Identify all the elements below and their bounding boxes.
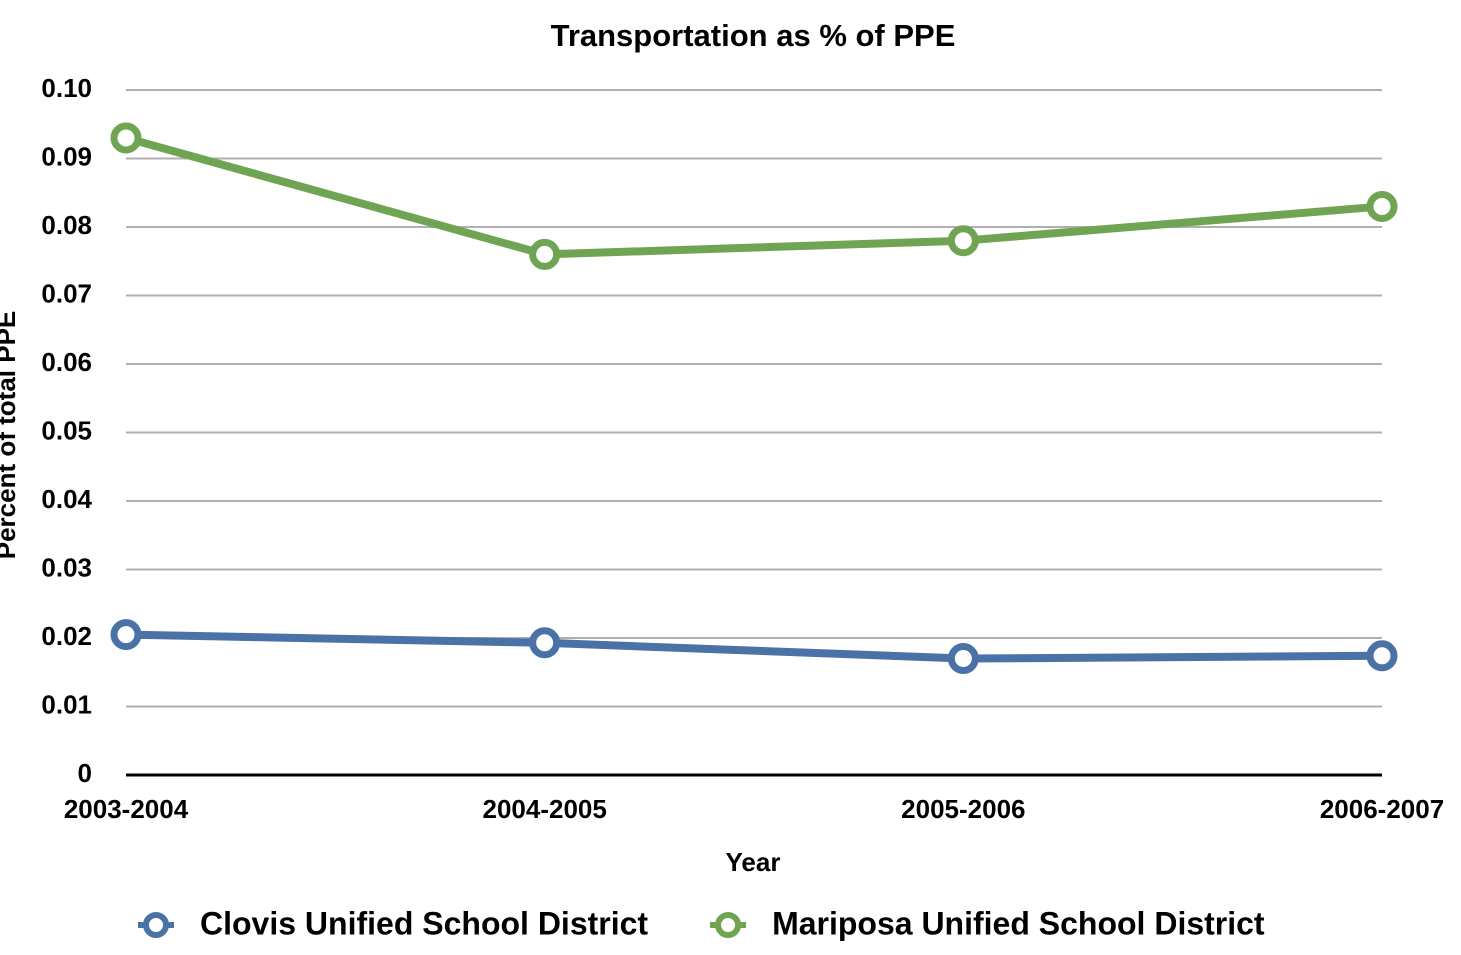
legend-marker [143, 912, 169, 938]
x-tick-label: 2005-2006 [901, 794, 1025, 824]
data-point [110, 122, 142, 154]
y-tick-label: 0.07 [41, 278, 92, 308]
legend-marker [715, 912, 742, 938]
x-axis-label: Year [726, 847, 781, 877]
data-point [1366, 190, 1398, 222]
x-tick-label: 2003-2004 [64, 794, 189, 824]
y-axis-label: Percent of total PPE [0, 311, 21, 560]
data-point [947, 225, 979, 257]
chart-title: Transportation as % of PPE [551, 18, 956, 53]
y-tick-label: 0.03 [41, 552, 92, 582]
series-line [124, 134, 1383, 259]
y-tick-label: 0.05 [41, 415, 92, 445]
legend-label: Clovis Unified School District [200, 905, 648, 941]
y-tick-label: 0.04 [41, 484, 92, 514]
x-tick-label: 2006-2007 [1320, 794, 1444, 824]
x-tick-label: 2004-2005 [482, 794, 606, 824]
y-tick-label: 0 [78, 758, 92, 788]
data-point [529, 238, 561, 270]
legend-label: Mariposa Unified School District [772, 905, 1265, 941]
y-tick-label: 0.01 [41, 689, 92, 719]
y-tick-label: 0.10 [41, 73, 92, 103]
data-point [110, 619, 142, 651]
y-tick-label: 0.06 [41, 347, 92, 377]
data-point [1366, 640, 1398, 672]
y-tick-label: 0.08 [41, 210, 92, 240]
y-tick-label: 0.02 [41, 621, 92, 651]
data-point [947, 643, 979, 675]
series-line [125, 630, 1383, 663]
y-tick-label: 0.09 [41, 141, 92, 171]
data-point [529, 627, 561, 659]
